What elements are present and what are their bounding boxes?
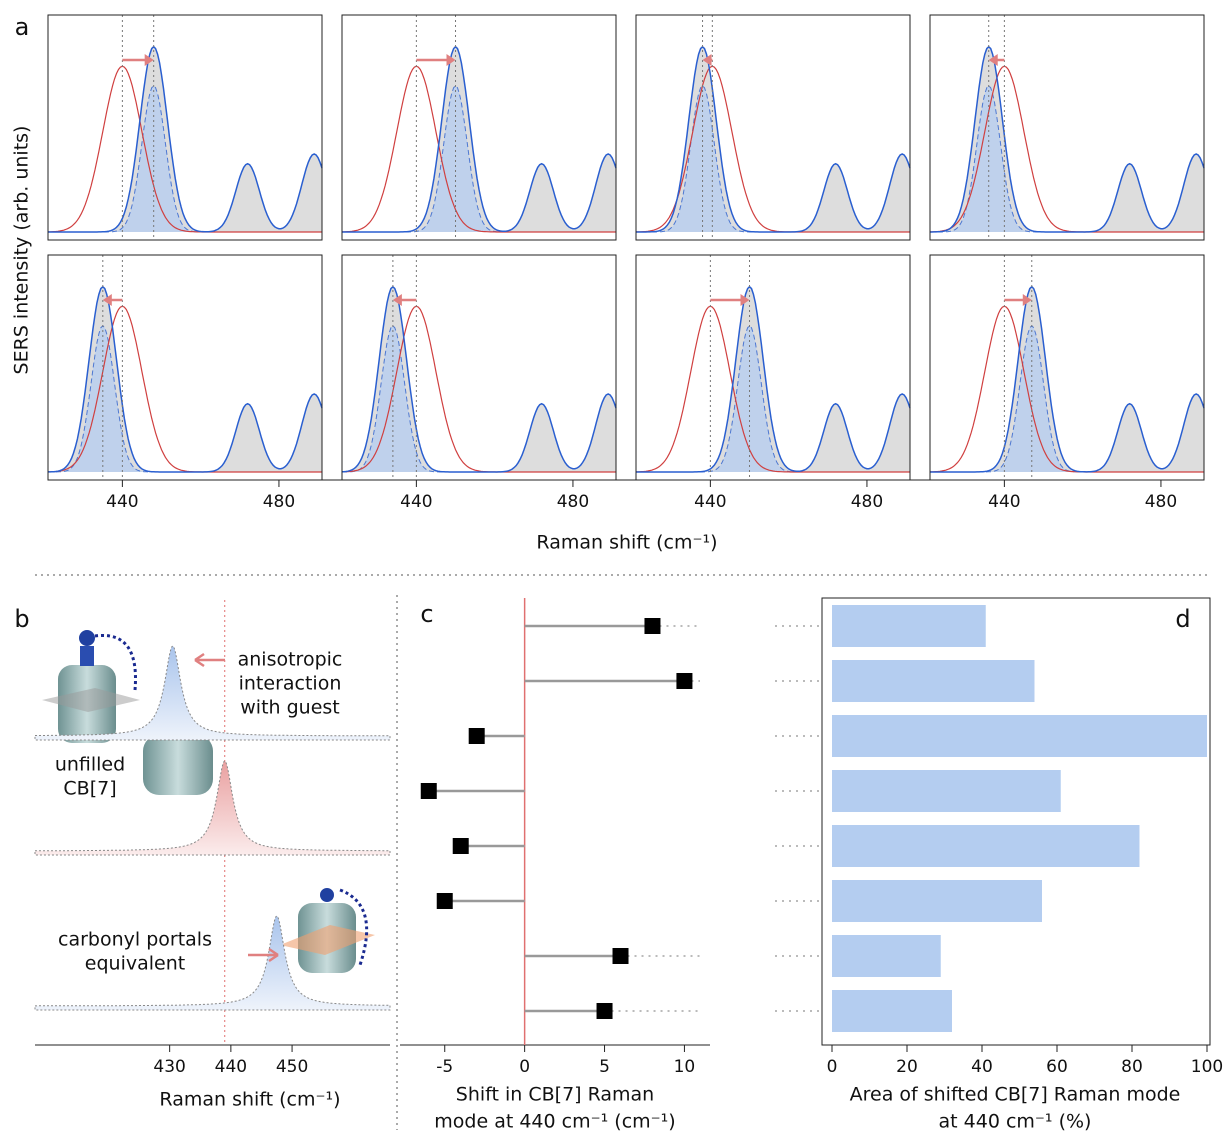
x-tick-label: 20 — [896, 1057, 918, 1077]
x-tick-label: 5 — [599, 1057, 610, 1077]
x-tick-label: 440 — [215, 1057, 247, 1077]
x-axis-label: Raman shift (cm⁻¹) — [536, 532, 717, 554]
x-tick-label: 0 — [519, 1057, 530, 1077]
arrow-head — [446, 54, 456, 66]
panel-label: a — [15, 13, 30, 41]
arrow — [248, 947, 279, 963]
annotation: equivalent — [85, 953, 185, 975]
fit-component — [930, 325, 1204, 473]
envelope-fit — [48, 45, 323, 233]
x-tick-label: 40 — [971, 1057, 993, 1077]
envelope-fit — [636, 45, 911, 233]
point — [676, 673, 693, 689]
plot-frame — [929, 254, 1205, 481]
point — [436, 893, 453, 909]
x-tick-label: 480 — [557, 492, 589, 512]
arrow-head — [392, 294, 402, 306]
point — [420, 783, 437, 799]
point — [596, 1003, 613, 1019]
point — [644, 618, 661, 634]
x-tick-label: 80 — [1121, 1057, 1143, 1077]
envelope-fit — [342, 45, 617, 233]
cartoon — [42, 630, 375, 973]
spectrum-fill — [342, 46, 616, 233]
x-axis-label: Area of shifted CB[7] Raman mode — [850, 1084, 1181, 1106]
envelope-fit — [636, 285, 911, 473]
reference-fit — [47, 305, 322, 473]
x-axis-label: Raman shift (cm⁻¹) — [159, 1089, 340, 1111]
x-axis-label: mode at 440 cm⁻¹ (cm⁻¹) — [434, 1111, 675, 1133]
x-tick-label: 430 — [153, 1057, 185, 1077]
x-tick-label: 440 — [106, 492, 138, 512]
bar — [832, 605, 986, 647]
plot-frame — [929, 14, 1205, 241]
reference-fit — [635, 305, 910, 473]
bar — [832, 825, 1140, 867]
envelope-fit — [930, 45, 1205, 233]
point — [468, 728, 485, 744]
spectrum-fill — [636, 286, 910, 472]
fit-component — [48, 85, 322, 233]
annotation: unfilled — [55, 754, 125, 776]
x-tick-label: 450 — [276, 1057, 308, 1077]
reference-fit — [929, 65, 1204, 233]
x-tick-label: -5 — [436, 1057, 453, 1077]
reference-fit — [636, 65, 910, 233]
bar — [832, 770, 1061, 812]
reference-fit — [47, 65, 322, 233]
annotation: carbonyl portals — [58, 929, 212, 951]
x-axis-label: at 440 cm⁻¹ (%) — [939, 1111, 1092, 1133]
plot-frame — [341, 14, 617, 241]
x-tick-label: 10 — [674, 1057, 696, 1077]
plot-frame — [635, 14, 911, 241]
arrow-head — [1022, 294, 1032, 306]
bar — [832, 990, 952, 1032]
x-tick-label: 440 — [400, 492, 432, 512]
bar — [832, 935, 941, 977]
plot-frame — [47, 14, 323, 241]
point — [452, 838, 469, 854]
spectrum-fill — [636, 46, 910, 232]
spectrum-fill — [930, 286, 1204, 472]
x-tick-label: 100 — [1191, 1057, 1223, 1077]
arrow-head — [740, 294, 750, 306]
bar — [832, 880, 1042, 922]
fit-component — [48, 325, 322, 473]
x-tick-label: 480 — [1145, 492, 1177, 512]
spectrum-fill — [48, 46, 322, 233]
panel-label: c — [420, 600, 433, 628]
x-tick-label: 480 — [263, 492, 295, 512]
envelope-fit — [930, 285, 1205, 473]
x-tick-label: 440 — [694, 492, 726, 512]
annotation: anisotropic — [238, 649, 343, 671]
peak — [34, 760, 391, 856]
panel-label: b — [14, 605, 29, 633]
x-tick-label: 480 — [851, 492, 883, 512]
reference-fit — [341, 305, 616, 473]
arrow-head — [102, 294, 112, 306]
reference-fit — [929, 305, 1204, 473]
x-tick-label: 440 — [988, 492, 1020, 512]
bar — [832, 660, 1035, 702]
arrow — [194, 652, 225, 668]
x-axis-label: Shift in CB[7] Raman — [456, 1084, 654, 1106]
envelope-fit — [48, 285, 323, 473]
annotation: interaction — [239, 673, 342, 695]
annotation: CB[7] — [63, 778, 116, 800]
arrow-head — [144, 54, 154, 66]
envelope-fit — [341, 285, 617, 473]
point — [612, 948, 629, 964]
arrow-head — [988, 54, 998, 66]
arrow-head — [702, 54, 712, 66]
reference-fit — [341, 65, 616, 233]
x-tick-label: 60 — [1046, 1057, 1068, 1077]
x-tick-label: 0 — [827, 1057, 838, 1077]
y-axis-label: SERS intensity (arb. units) — [11, 126, 33, 375]
annotation: with guest — [240, 697, 340, 719]
bar — [832, 715, 1207, 757]
frame — [821, 597, 1211, 1046]
panel-label: d — [1175, 605, 1190, 633]
